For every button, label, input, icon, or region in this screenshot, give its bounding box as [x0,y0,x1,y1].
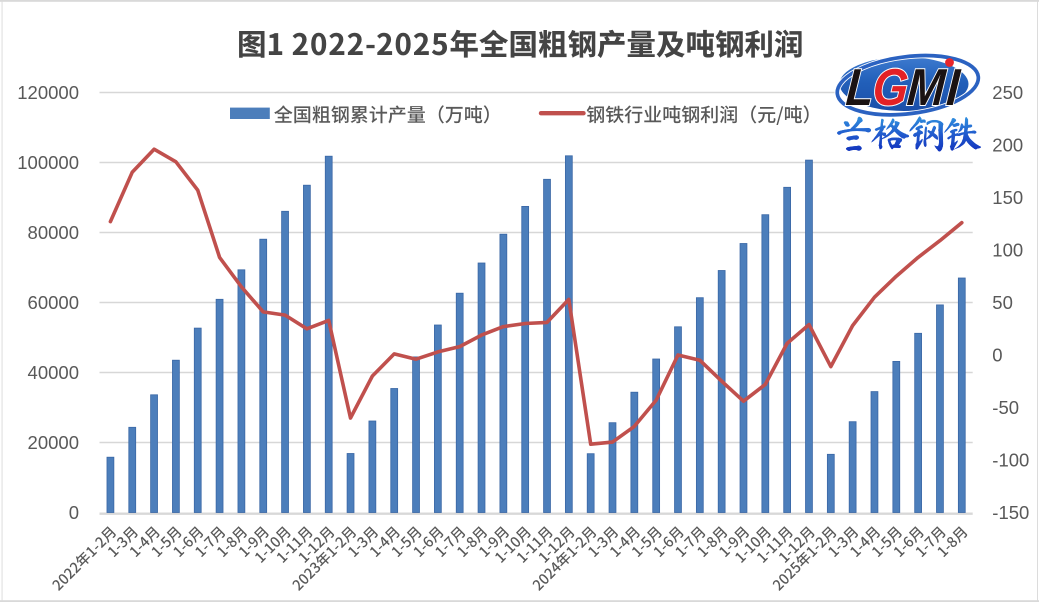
svg-text:120000: 120000 [17,82,79,103]
svg-text:50: 50 [992,292,1013,313]
svg-text:200: 200 [992,135,1023,156]
svg-text:100000: 100000 [17,152,79,173]
svg-text:-150: -150 [992,502,1029,523]
svg-text:20000: 20000 [28,432,79,453]
svg-text:0: 0 [992,345,1002,366]
svg-text:100: 100 [992,240,1023,261]
svg-text:0: 0 [69,502,79,523]
svg-text:-50: -50 [992,397,1019,418]
svg-text:150: 150 [992,187,1023,208]
svg-text:-100: -100 [992,450,1029,471]
svg-text:250: 250 [992,82,1023,103]
svg-text:60000: 60000 [28,292,79,313]
svg-text:80000: 80000 [28,222,79,243]
svg-text:40000: 40000 [28,362,79,383]
